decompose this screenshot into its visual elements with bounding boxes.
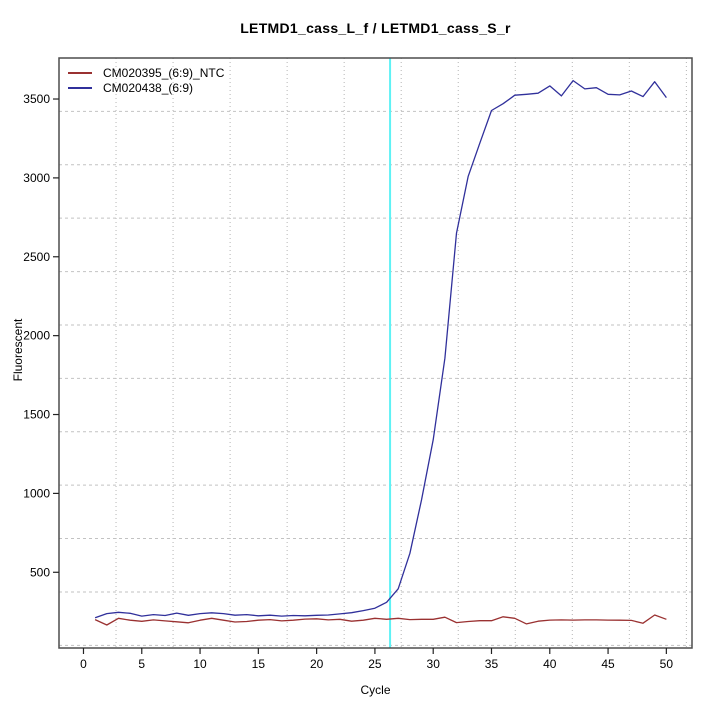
y-tick-label: 2000 bbox=[23, 329, 50, 343]
ntc-curve bbox=[94, 614, 667, 626]
y-axis-title: Fluorescent bbox=[11, 318, 25, 382]
x-tick-label: 5 bbox=[138, 657, 145, 671]
y-tick-label: 500 bbox=[30, 565, 50, 579]
ntc-legend-label: CM020395_(6:9)_NTC bbox=[103, 65, 225, 80]
y-tick-label: 2500 bbox=[23, 250, 50, 264]
x-tick-label: 0 bbox=[80, 657, 87, 671]
y-tick-label: 3000 bbox=[23, 171, 50, 185]
x-tick-label: 50 bbox=[660, 657, 674, 671]
ntc-line-swatch bbox=[68, 71, 92, 74]
x-tick-label: 25 bbox=[368, 657, 382, 671]
legend: CM020395_(6:9)_NTC CM020438_(6:9) bbox=[68, 65, 224, 95]
y-tick-label: 3500 bbox=[23, 92, 50, 106]
sample-legend-label: CM020438_(6:9) bbox=[103, 80, 194, 95]
amplification-curve bbox=[94, 79, 667, 619]
sample-line-swatch bbox=[68, 86, 92, 89]
plot-box bbox=[58, 57, 693, 649]
x-tick-label: 30 bbox=[427, 657, 441, 671]
x-tick-label: 35 bbox=[485, 657, 499, 671]
chart-title: LETMD1_cass_L_f / LETMD1_cass_S_r bbox=[240, 20, 511, 36]
legend-entry-sample: CM020438_(6:9) bbox=[68, 80, 224, 95]
x-tick-label: 15 bbox=[252, 657, 266, 671]
y-tick-label: 1000 bbox=[23, 486, 50, 500]
x-tick-label: 40 bbox=[543, 657, 557, 671]
y-tick-label: 1500 bbox=[23, 408, 50, 422]
x-tick-label: 20 bbox=[310, 657, 324, 671]
x-tick-label: 10 bbox=[193, 657, 207, 671]
x-tick-label: 45 bbox=[601, 657, 615, 671]
legend-entry-ntc: CM020395_(6:9)_NTC bbox=[68, 65, 224, 80]
x-axis-title: Cycle bbox=[360, 683, 391, 697]
